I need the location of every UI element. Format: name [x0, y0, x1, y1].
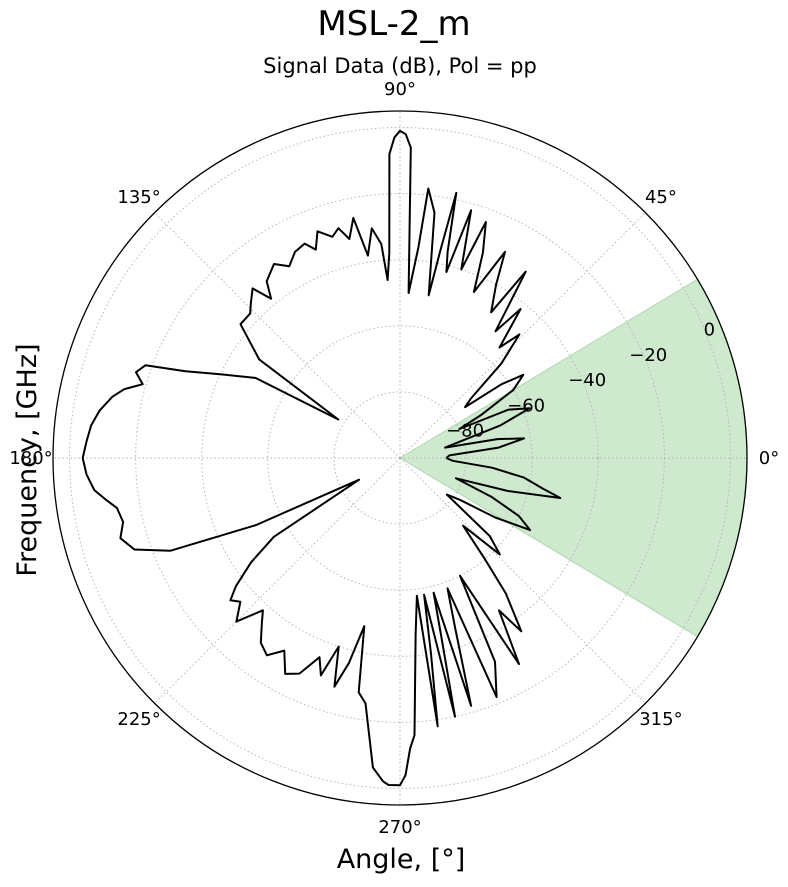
radial-gridline [69, 127, 731, 789]
angle-tick-label: 135° [117, 187, 160, 208]
angle-tick-label: 270° [378, 817, 421, 838]
radial-gridline [201, 259, 599, 657]
angle-gridline [154, 212, 401, 459]
series-line [81, 129, 562, 787]
radial-tick-label: −80 [446, 421, 484, 442]
angle-tick-label: 315° [639, 709, 682, 730]
polar-frame [52, 110, 748, 806]
radial-tick-label: −20 [629, 345, 667, 366]
angle-tick-label: 225° [117, 709, 160, 730]
radial-gridline [333, 391, 467, 525]
angle-gridline [399, 212, 646, 459]
angle-gridline [399, 457, 646, 704]
angle-tick-label: 0° [759, 448, 779, 469]
chart-title: MSL-2_m [317, 4, 470, 44]
angle-tick-label: 45° [645, 187, 677, 208]
radial-tick-label: −40 [568, 370, 606, 391]
angle-tick-label: 90° [384, 79, 416, 100]
angle-tick-label: 180° [9, 448, 52, 469]
x-axis-label: Angle, [°] [337, 844, 466, 875]
y-axis-label: Frequency, [GHz] [12, 343, 43, 576]
radial-tick-label: −60 [507, 395, 545, 416]
angle-gridline [154, 457, 401, 704]
chart-subtitle: Signal Data (dB), Pol = pp [263, 54, 537, 78]
radial-tick-label: 0 [704, 320, 715, 341]
